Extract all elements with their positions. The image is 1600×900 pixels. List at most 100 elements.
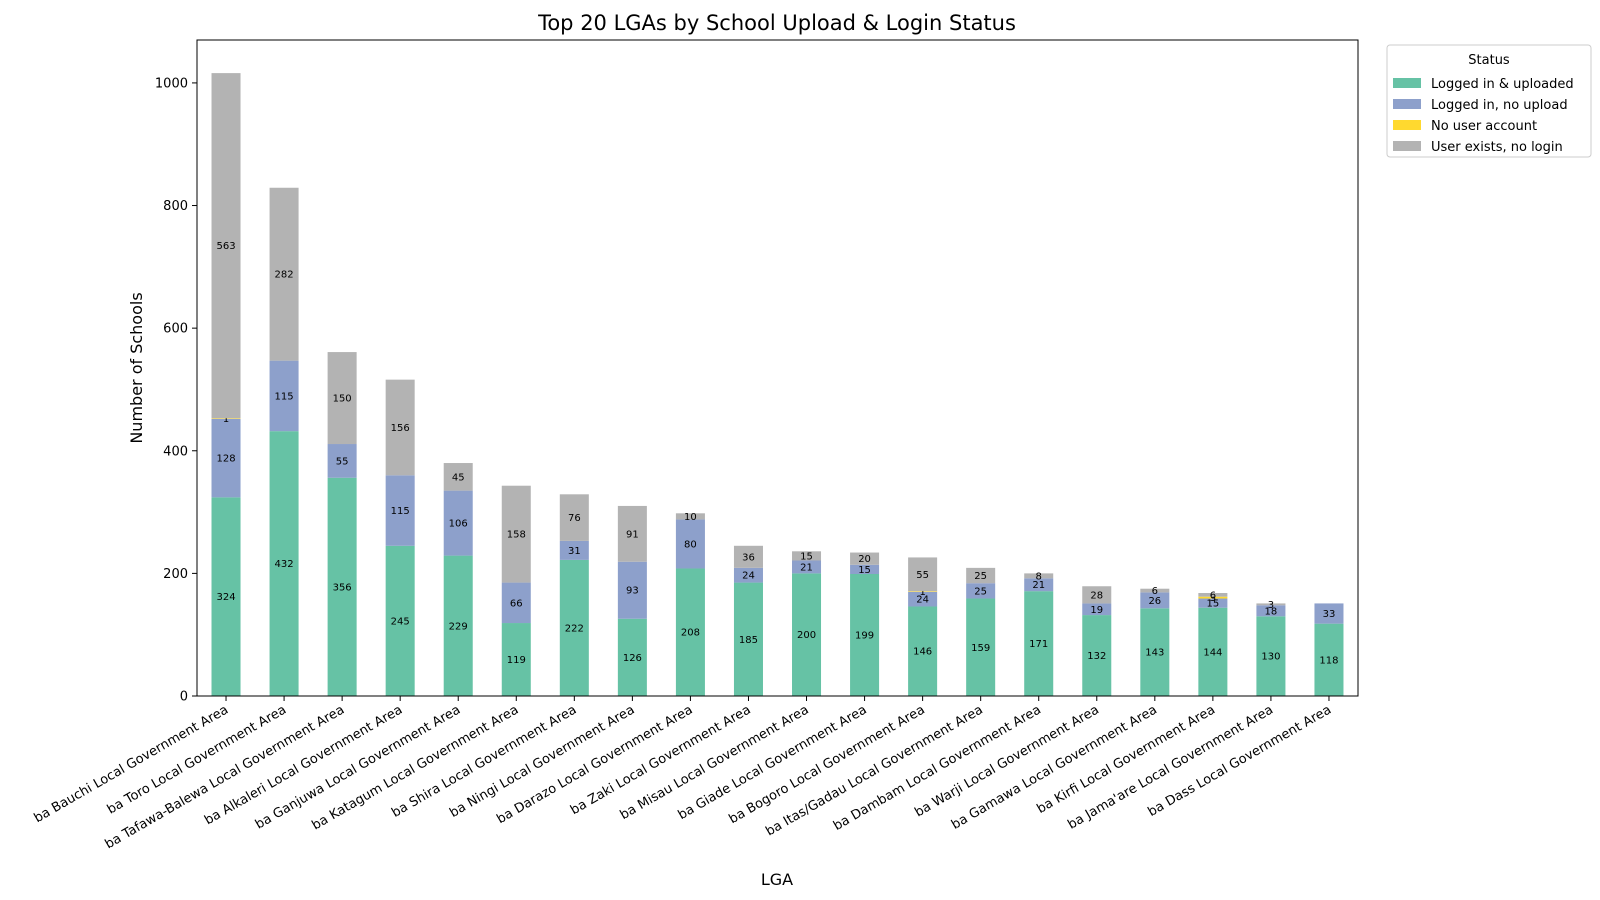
bar-segment (675, 513, 705, 520)
bar-value-label: 15 (1207, 599, 1220, 610)
bar-value-label: 26 (1148, 596, 1161, 607)
plot-frame (196, 39, 1359, 697)
bar-segment (675, 568, 705, 696)
bar-segment (1256, 616, 1286, 696)
bar-segment (1140, 608, 1170, 696)
legend-swatch (1393, 78, 1421, 88)
bar-value-label: 143 (1145, 648, 1164, 659)
bar-segment (443, 463, 473, 491)
bar-value-label: 222 (565, 623, 584, 634)
y-tick-label: 0 (180, 690, 188, 705)
bar-value-label: 15 (858, 565, 871, 576)
bar-segment (1082, 615, 1112, 696)
bar-value-label: 115 (275, 391, 294, 402)
bar-value-label: 8 (1036, 571, 1042, 582)
bar-value-label: 245 (391, 616, 410, 627)
bar-value-label: 15 (800, 551, 813, 562)
bar-value-label: 31 (568, 546, 581, 557)
bar-value-label: 126 (623, 653, 642, 664)
bar-value-label: 3 (1268, 600, 1274, 611)
bar-segment (675, 519, 705, 569)
bar-segment (211, 418, 241, 498)
bar-value-label: 20 (858, 554, 871, 565)
bar-value-label: 128 (216, 454, 235, 465)
bar-segment (211, 73, 241, 419)
bar-value-label: 356 (333, 582, 352, 593)
bar-segment (1314, 603, 1344, 624)
bar-segment (617, 561, 647, 619)
bar-segment (559, 494, 589, 541)
bar-value-label: 45 (452, 472, 465, 483)
bar-value-label: 93 (626, 586, 639, 597)
bar-segment (908, 606, 938, 696)
legend-title: Status (1468, 53, 1510, 68)
bar-value-label: 132 (1087, 651, 1106, 662)
bar-segment (501, 485, 531, 583)
bar-segment (501, 582, 531, 624)
bar-value-label: 106 (449, 519, 468, 530)
bar-value-label: 91 (626, 529, 639, 540)
bar-value-label: 158 (507, 530, 526, 541)
bar-segment (1314, 623, 1344, 696)
bar-value-label: 1 (919, 587, 925, 598)
bar-segment (1198, 596, 1228, 599)
bar-value-label: 21 (800, 562, 813, 573)
legend-swatch (1393, 141, 1421, 151)
bar-segment (850, 552, 880, 565)
bar-segment (908, 557, 938, 592)
y-tick-label: 800 (163, 199, 188, 214)
bar-value-label: 76 (568, 513, 581, 524)
bar-value-label: 6 (1210, 590, 1216, 601)
bar-segment (908, 591, 938, 592)
bar-value-label: 118 (1319, 655, 1338, 666)
bar-segment (966, 583, 996, 599)
bar-segment (792, 560, 822, 574)
bar-segment (1140, 588, 1170, 593)
bar-value-label: 208 (681, 628, 700, 639)
bar-segment (966, 567, 996, 584)
bar-segment (733, 567, 763, 583)
legend-entry-label: Logged in, no upload (1431, 98, 1568, 113)
bar-segment (1256, 605, 1286, 617)
legend-entry-label: No user account (1431, 119, 1537, 134)
bar-value-label: 156 (391, 423, 410, 434)
bar-value-label: 185 (739, 635, 758, 646)
bar-segment (501, 623, 531, 696)
bar-segment (327, 352, 357, 445)
bar-segment (966, 598, 996, 696)
bar-value-label: 55 (916, 570, 929, 581)
bar-segment (211, 497, 241, 696)
bar-value-label: 25 (974, 571, 987, 582)
bar-segment (1024, 578, 1054, 592)
y-tick-label: 600 (163, 322, 188, 337)
bar-value-label: 130 (1261, 652, 1280, 663)
x-tick-label: ba Tafawa-Balewa Local Government Area (103, 702, 347, 852)
bar-value-label: 282 (275, 270, 294, 281)
legend-swatch (1393, 99, 1421, 109)
bar-segment (269, 187, 299, 361)
bar-segment (327, 477, 357, 696)
bar-value-label: 1 (223, 414, 229, 425)
bar-segment (1082, 603, 1112, 616)
bar-segment (327, 444, 357, 478)
bar-value-label: 24 (916, 595, 929, 606)
bar-value-label: 563 (216, 241, 235, 252)
bar-value-label: 324 (216, 592, 235, 603)
bar-segment (559, 540, 589, 560)
bar-segment (617, 505, 647, 562)
legend: Status Logged in & uploaded Logged in, no … (1386, 44, 1592, 158)
bar-segment (1082, 586, 1112, 604)
bar-segment (559, 559, 589, 696)
bar-segment (617, 618, 647, 696)
bar-segment (1198, 598, 1228, 608)
bar-segment (443, 555, 473, 696)
bar-value-label: 66 (510, 598, 523, 609)
bar-segment (1198, 593, 1228, 597)
bar-value-label: 229 (449, 621, 468, 632)
bar-value-label: 36 (742, 552, 755, 563)
y-tick-label: 200 (163, 567, 188, 582)
bar-segment (443, 490, 473, 556)
bar-segment (792, 551, 822, 561)
bar-segment (385, 475, 415, 546)
